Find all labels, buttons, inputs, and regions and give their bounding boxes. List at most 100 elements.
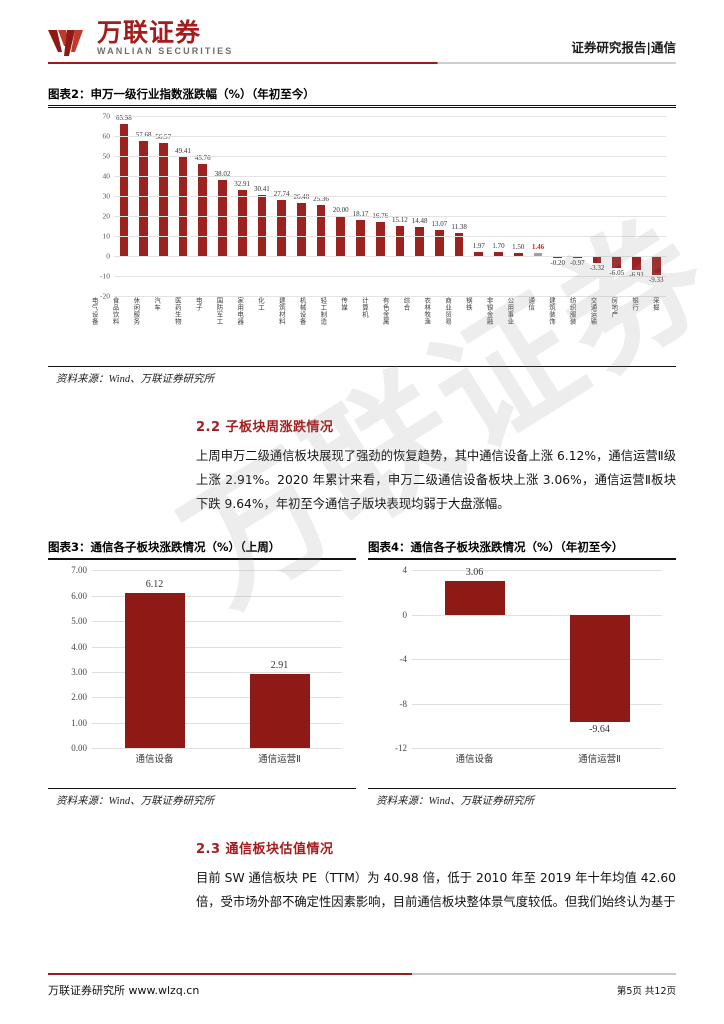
figure-3-source: 资料来源：Wind、万联证券研究所 (56, 796, 215, 808)
figure-2-category-label: 家用电器 (236, 296, 245, 325)
figure-4-bar-rect (569, 614, 630, 723)
figure-2-y-tick: 10 (102, 231, 111, 241)
figure-4-bar: 3.06 (412, 567, 537, 748)
figure-2-value-label: -0.20 (550, 258, 565, 267)
figure-4-category-label: 通信运营Ⅱ (578, 754, 621, 766)
figure-2-gridline (114, 235, 666, 237)
figure-3-top-rule (48, 557, 356, 561)
figure-2-bar-rect (592, 255, 602, 263)
figure-3-title: 图表3：通信各子板块涨跌情况（%）（上周） (48, 539, 281, 554)
figure-2-bar-rect-highlight (533, 252, 543, 256)
figure-2-gridline (114, 255, 666, 257)
figure-4-y-tick: 0 (402, 609, 408, 620)
figure-2-category-label: 商业贸易 (444, 296, 453, 325)
figure-2-category-label: 银行 (631, 296, 640, 311)
figure-2-bar-rect (257, 195, 267, 256)
figure-2-category-label: 电子 (194, 296, 203, 311)
figure-2-value-label: -3.32 (589, 263, 605, 272)
figure-2-category-label: 食品饮料 (111, 296, 120, 325)
figure-2-value-label: 1.46 (531, 242, 545, 251)
figure-2-category-cell: 机械设备 (292, 297, 313, 357)
figure-2-bar-rect (513, 252, 523, 256)
figure-2-category-cell: 非银金融 (479, 297, 500, 357)
figure-2-bar-rect (356, 219, 365, 256)
figure-2-bar-rect (395, 225, 405, 256)
figure-2-bar: 49.41 (173, 116, 193, 296)
logo-text-group: 万联证券 WANLIAN SECURITIES (97, 20, 233, 59)
figure-2-value-label: 27.74 (273, 190, 290, 199)
figure-2-category-cell: 公用事业 (500, 297, 521, 357)
figure-3-y-tick: 3.00 (71, 667, 87, 677)
figures-3-4-row: 图表3：通信各子板块涨跌情况（%）（上周） 7.00 6.00 5.00 4.00 3.… (48, 539, 676, 809)
figure-2-value-label: 13.07 (431, 219, 448, 228)
figure-2-bottom-rule (48, 365, 676, 367)
logo-text-en: WANLIAN SECURITIES (97, 45, 234, 56)
figure-3-gridline (92, 646, 342, 648)
figure-2-category-label: 纺织服装 (568, 296, 577, 325)
figure-2-bar: 16.76 (370, 116, 390, 296)
figure-3-bar-rect (124, 592, 185, 749)
figure-2-bar: 18.17 (351, 116, 371, 296)
figure-3-y-tick: 5.00 (71, 616, 87, 627)
figure-4-bars: 3.06 -9.64 (412, 567, 662, 748)
header-divider (48, 62, 676, 65)
figure-4-y-tick: -4 (399, 654, 408, 665)
figure-2-category-cell: 电气设备 (84, 297, 105, 357)
figure-2-category-cell: 纺织服装 (562, 297, 583, 357)
figure-2-category-cell: 汽车 (146, 297, 167, 357)
figure-3: 图表3：通信各子板块涨跌情况（%）（上周） 7.00 6.00 5.00 4.00 3.… (48, 539, 356, 809)
figure-2-value-label: 1.97 (472, 241, 485, 250)
figure-2-y-axis: 70 60 50 40 30 20 10 0 -10 -20 (84, 111, 114, 300)
figure-3-gridline (92, 697, 342, 699)
figure-2-bar: -9.33 (646, 116, 666, 296)
figure-2-value-label: -6.05 (609, 268, 625, 277)
figure-2-category-cell: 医药生物 (167, 297, 188, 357)
footer-company-site: 万联证券研究所 www.wlzq.cn (48, 984, 200, 997)
company-logo: 万联证券 WANLIAN SECURITIES (48, 20, 233, 59)
figure-2-gridline (114, 215, 666, 217)
figure-2-value-label: 18.17 (352, 209, 369, 218)
figure-2-bar-rect (316, 205, 326, 256)
figure-2-category-cell: 交通运输 (583, 297, 604, 357)
figure-3-value-label: 2.91 (270, 660, 289, 672)
figure-3-value-label: 6.12 (145, 578, 164, 590)
figure-2-category-label: 医药生物 (173, 296, 182, 325)
figure-2-chart: 70 60 50 40 30 20 10 0 -10 -20 65.9857.6856.5749.… (48, 108, 676, 366)
figure-2-value-label: 1.70 (492, 242, 505, 251)
figure-3-plot-area: 7.00 6.00 5.00 4.00 3.00 2.00 1.00 0.00 6.12 2.91 (71, 565, 342, 753)
figure-4-source: 资料来源：Wind、万联证券研究所 (376, 796, 535, 808)
figure-4-value-label: -9.64 (589, 724, 610, 736)
figure-3-y-tick: 4.00 (71, 641, 87, 652)
figure-2-category-cell: 建筑材料 (271, 297, 292, 357)
figure-2-bar-rect (296, 203, 306, 256)
figure-3-bar-rect (249, 674, 310, 749)
figure-2-y-tick: 30 (102, 191, 111, 201)
figure-2-source: 资料来源：Wind、万联证券研究所 (56, 373, 215, 385)
figure-3-chart: 7.00 6.00 5.00 4.00 3.00 2.00 1.00 0.00 6.12 2.91… (48, 560, 356, 788)
figure-2-bar: -0.20 (548, 116, 568, 296)
figure-2-value-label: 1.50 (512, 242, 525, 251)
figure-2-value-label: 32.91 (234, 180, 251, 189)
figure-2-bar-rect (277, 200, 286, 256)
figure-2-category-cell: 农林牧渔 (417, 297, 438, 357)
figure-4-y-tick: -8 (399, 698, 408, 709)
figure-4-gridline (412, 703, 662, 705)
figure-2-bar-rect (218, 179, 227, 256)
figure-2-gridline (114, 195, 666, 197)
figure-4-bottom-rule (368, 788, 676, 790)
figure-2-category-label: 汽车 (153, 296, 162, 311)
figure-2-value-label: 15.12 (392, 215, 408, 224)
figure-2-value-label: 49.41 (175, 147, 191, 156)
figure-2-bar-rect (494, 252, 503, 256)
figure-2-value-label: 38.02 (214, 169, 231, 178)
figure-4-title: 图表4：通信各子板块涨跌情况（%）（年初至今） (368, 539, 624, 554)
figure-4-gridline (412, 614, 662, 616)
figure-3-category-axis: 通信设备 通信运营Ⅱ (92, 751, 342, 765)
figure-2-y-tick: 0 (106, 251, 110, 261)
figure-2-bar: -6.91 (627, 116, 647, 296)
figure-2-category-axis: 电气设备 食品饮料 休闲服务 汽车 医药生物 电子 国防军工 家用电器 化工 建筑材料 机械设备 轻工… (84, 297, 666, 357)
figure-2-category-label: 建筑材料 (277, 296, 286, 325)
figure-2-category-label: 化工 (257, 296, 265, 311)
figure-2-bars: 65.9857.6856.5749.4145.7638.0232.9130.41… (114, 114, 666, 296)
figure-2-category-label: 计算机 (360, 296, 369, 318)
